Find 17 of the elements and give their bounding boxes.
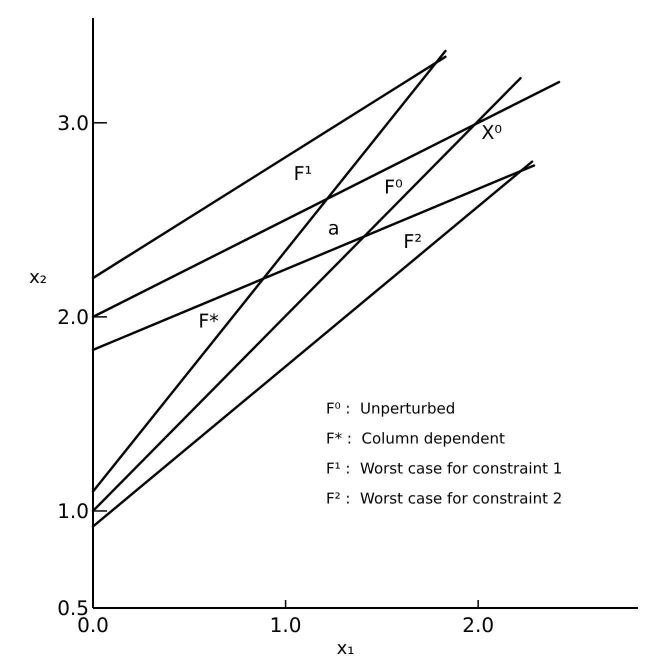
y-tick-label: 2.0 (57, 304, 89, 329)
x-tick-label: 1.0 (270, 613, 302, 637)
annotation: F* (198, 310, 219, 332)
annotation: F¹ : Worst case for constraint 1 (326, 459, 562, 478)
annotation: F² (403, 230, 422, 253)
annotation: F¹ (294, 162, 312, 185)
x-tick-label: 2.0 (462, 613, 494, 637)
annotation: F² : Worst case for constraint 2 (326, 489, 562, 508)
x-axis-title: x₁ (336, 638, 354, 659)
annotation: a (328, 217, 340, 240)
annotation: X⁰ (481, 122, 502, 144)
y-axis-title: x₂ (29, 266, 47, 288)
annotation: F⁰ (384, 176, 403, 198)
annotation: F⁰ : Unperturbed (326, 399, 456, 418)
annotation: F* : Column dependent (326, 429, 505, 448)
y-tick-label: 3.0 (57, 110, 89, 135)
y-tick-label: 1.0 (57, 498, 89, 523)
